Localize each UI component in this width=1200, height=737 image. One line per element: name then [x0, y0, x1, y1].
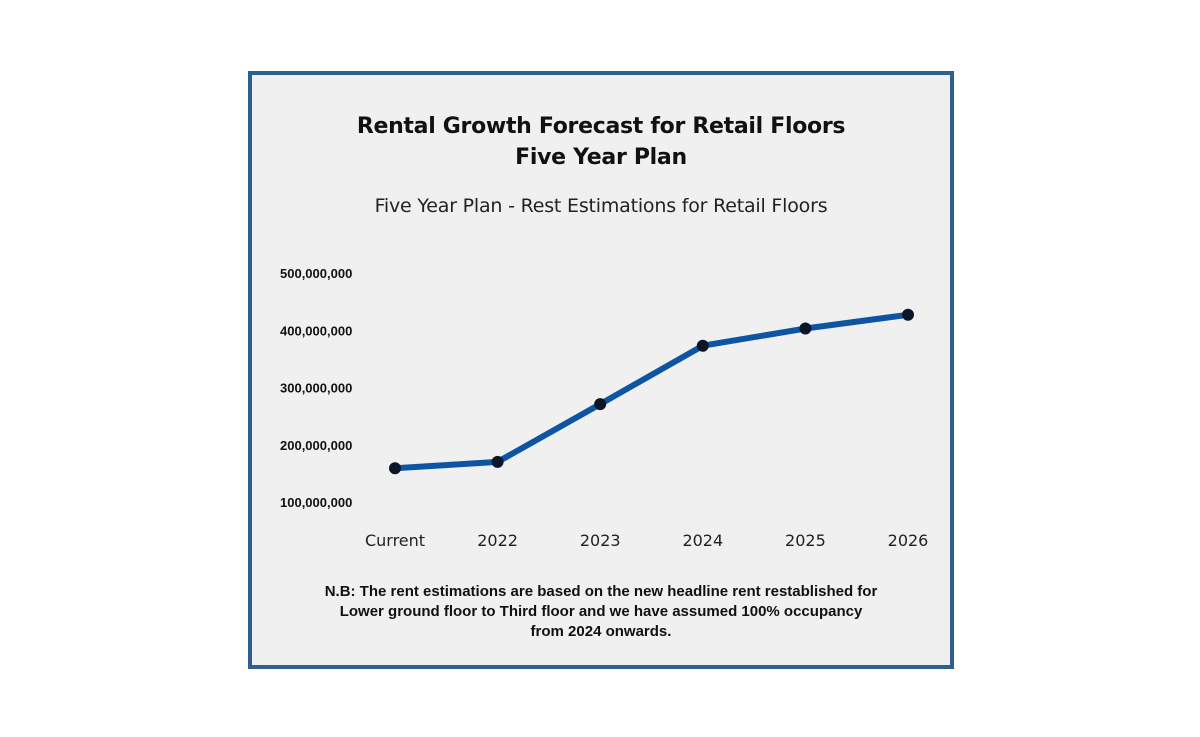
chart-title: Rental Growth Forecast for Retail Floors…: [252, 111, 950, 173]
chart-subtitle: Five Year Plan - Rest Estimations for Re…: [374, 195, 828, 217]
footnote: N.B: The rent estimations are based on t…: [252, 582, 950, 642]
data-point: [594, 398, 607, 411]
x-tick-label: Current: [365, 531, 425, 550]
y-tick-label: 500,000,000: [280, 266, 352, 281]
y-tick-label: 300,000,000: [280, 381, 352, 396]
series-points: [389, 308, 914, 475]
data-point: [696, 339, 709, 352]
footnote-line-1: N.B: The rent estimations are based on t…: [324, 583, 878, 600]
x-tick-label: 2023: [580, 531, 621, 550]
y-tick-label: 100,000,000: [280, 495, 352, 510]
x-axis-ticks: Current 2022 2023 2024 2025 2026: [365, 531, 928, 550]
x-tick-label: 2024: [682, 531, 723, 550]
footnote-line-3: from 2024 onwards.: [530, 623, 672, 640]
data-point: [389, 462, 401, 475]
footnote-line-2: Lower ground floor to Third floor and we…: [339, 603, 863, 620]
y-axis-ticks: 100,000,000 200,000,000 300,000,000 400,000…: [280, 266, 352, 510]
x-tick-label: 2026: [888, 531, 929, 550]
chart-title-line-1: Rental Growth Forecast for Retail Floors: [356, 114, 846, 139]
line-chart: 100,000,000 200,000,000 300,000,000 400,000…: [280, 266, 928, 550]
series-line: [392, 311, 911, 472]
data-point: [902, 308, 914, 321]
data-point: [799, 322, 812, 335]
chart-panel: Rental Growth Forecast for Retail Floors…: [248, 71, 954, 669]
y-tick-label: 200,000,000: [280, 438, 352, 453]
y-tick-label: 400,000,000: [280, 323, 352, 338]
series-lines: [392, 311, 911, 472]
x-tick-label: 2022: [477, 531, 518, 550]
chart-title-line-2: Five Year Plan: [515, 145, 687, 170]
data-point: [491, 455, 504, 468]
x-tick-label: 2025: [785, 531, 826, 550]
